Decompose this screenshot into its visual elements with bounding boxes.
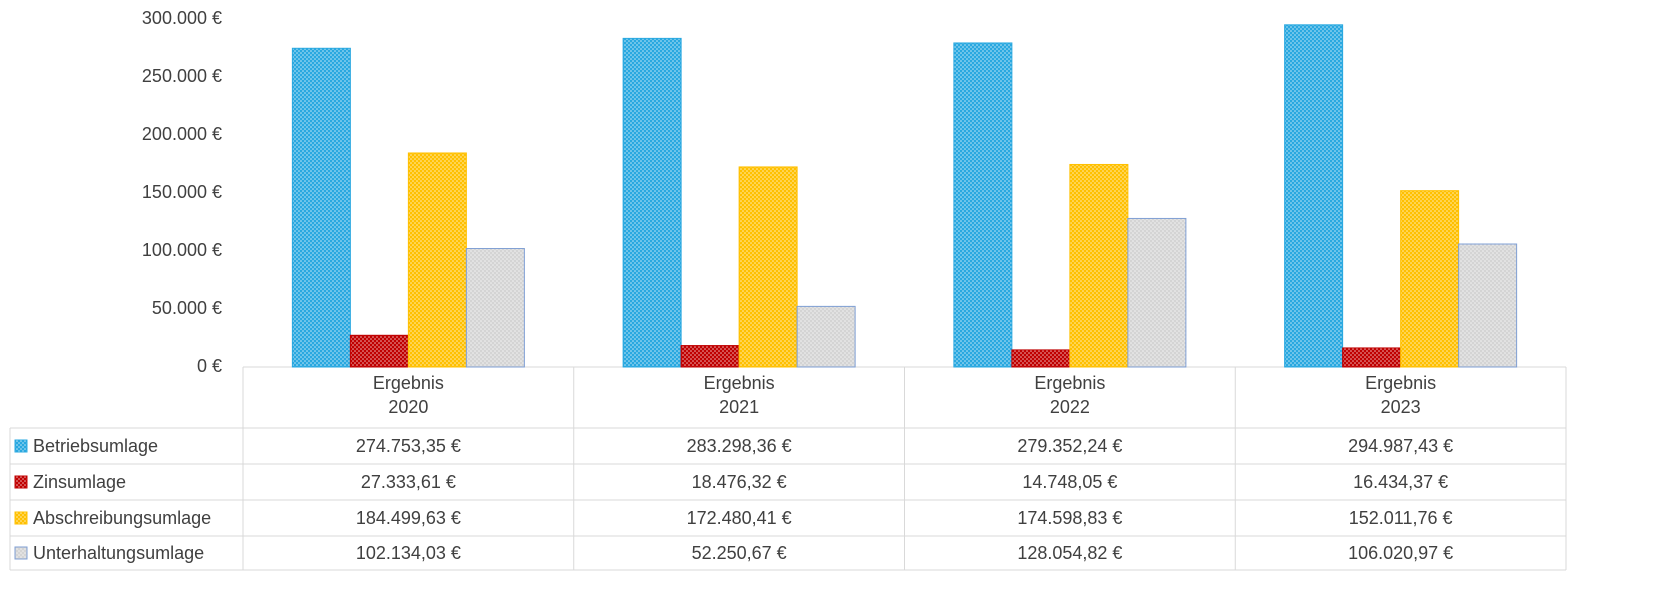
bar (1342, 347, 1402, 368)
y-tick-label: 50.000 € (152, 298, 222, 318)
bar (1127, 217, 1187, 368)
y-tick-label: 150.000 € (142, 182, 222, 202)
table-value: 106.020,97 € (1348, 543, 1453, 563)
legend-key (14, 546, 28, 560)
bar (1284, 24, 1344, 368)
x-tick-label: Ergebnis 2022 (1034, 373, 1106, 417)
x-tick-label-box: Ergebnis 2023 (1365, 373, 1437, 417)
legend-label: Zinsumlage (33, 472, 126, 492)
table-value: 174.598,83 € (1017, 508, 1122, 528)
x-tick-label-box: Ergebnis 2021 (703, 373, 775, 417)
y-tick-label: 300.000 € (142, 8, 222, 28)
table-value: 279.352,24 € (1017, 436, 1122, 456)
bar (796, 305, 856, 368)
table-value: 172.480,41 € (687, 508, 792, 528)
table-value: 128.054,82 € (1017, 543, 1122, 563)
x-tick-label: Ergebnis 2023 (1365, 373, 1437, 417)
bar (680, 345, 740, 368)
bar (622, 37, 682, 368)
table-value: 27.333,61 € (361, 472, 456, 492)
legend-label: Abschreibungsumlage (33, 508, 211, 528)
y-tick-label: 200.000 € (142, 124, 222, 144)
bar (1458, 243, 1518, 368)
table-value: 184.499,63 € (356, 508, 461, 528)
table-value: 152.011,76 € (1349, 508, 1453, 528)
table-value: 283.298,36 € (687, 436, 792, 456)
bar (953, 42, 1013, 368)
x-tick-label: Ergebnis 2021 (703, 373, 775, 417)
table-value: 102.134,03 € (356, 543, 461, 563)
x-tick-label: Ergebnis 2020 (372, 373, 444, 417)
legend-key (14, 475, 28, 489)
y-tick-label: 250.000 € (142, 66, 222, 86)
legend-label: Unterhaltungsumlage (33, 543, 204, 563)
bar (407, 152, 467, 368)
table-value: 274.753,35 € (356, 436, 461, 456)
bar (465, 248, 525, 368)
bar (291, 47, 351, 368)
legend-label: Betriebsumlage (33, 436, 158, 456)
table-value: 14.748,05 € (1022, 472, 1117, 492)
table-value: 52.250,67 € (692, 543, 787, 563)
bar (1011, 349, 1071, 368)
bar (1400, 190, 1460, 368)
table-value: 294.987,43 € (1348, 436, 1453, 456)
y-tick-label: 0 € (197, 356, 222, 376)
x-tick-label-box: Ergebnis 2022 (1034, 373, 1106, 417)
table-value: 18.476,32 € (692, 472, 787, 492)
bar (738, 166, 798, 368)
x-tick-label-box: Ergebnis 2020 (372, 373, 444, 417)
y-tick-label: 100.000 € (142, 240, 222, 260)
bar (349, 334, 409, 368)
bar (1069, 163, 1129, 368)
legend-key (14, 439, 28, 453)
table-value: 16.434,37 € (1353, 472, 1448, 492)
legend-key (14, 511, 28, 525)
